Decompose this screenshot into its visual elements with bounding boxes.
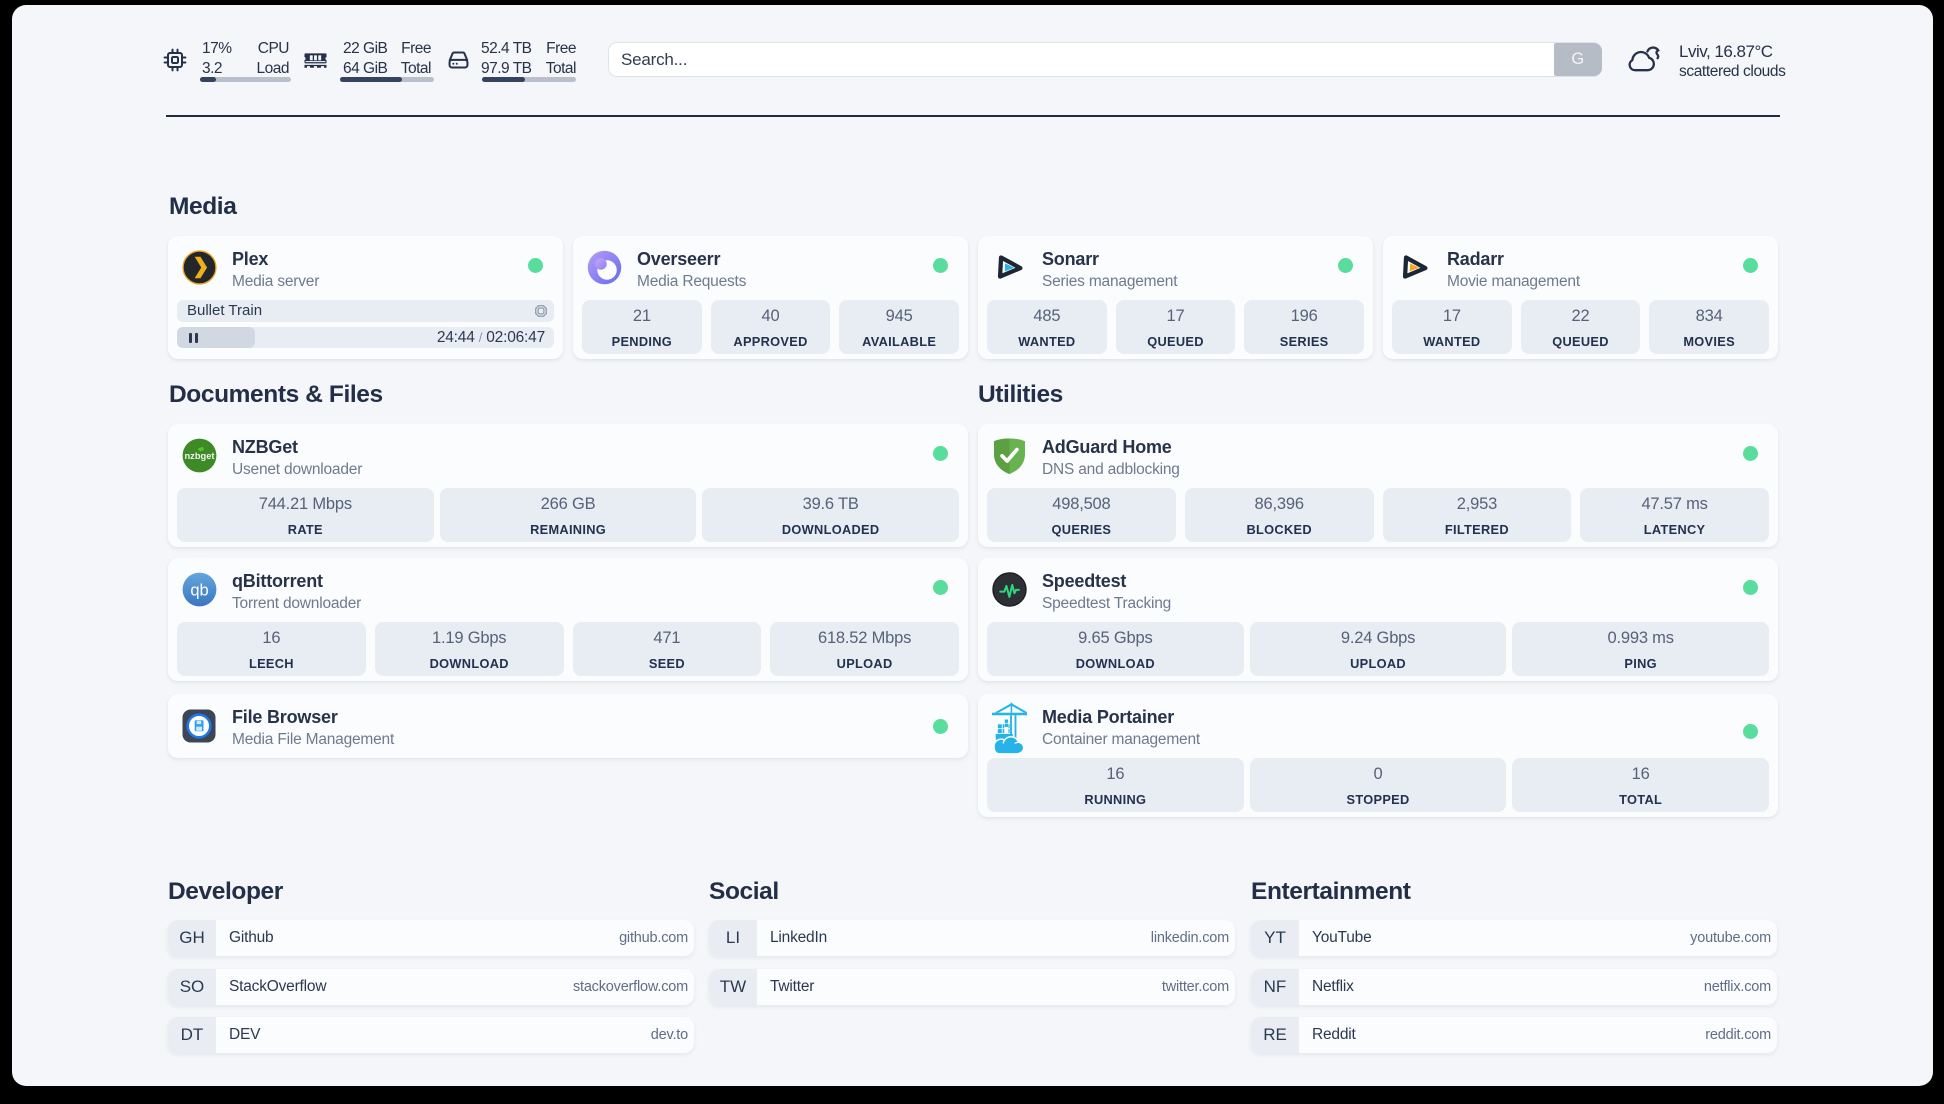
svg-text:nzbget: nzbget xyxy=(184,451,214,461)
svg-text:qb: qb xyxy=(190,580,208,599)
